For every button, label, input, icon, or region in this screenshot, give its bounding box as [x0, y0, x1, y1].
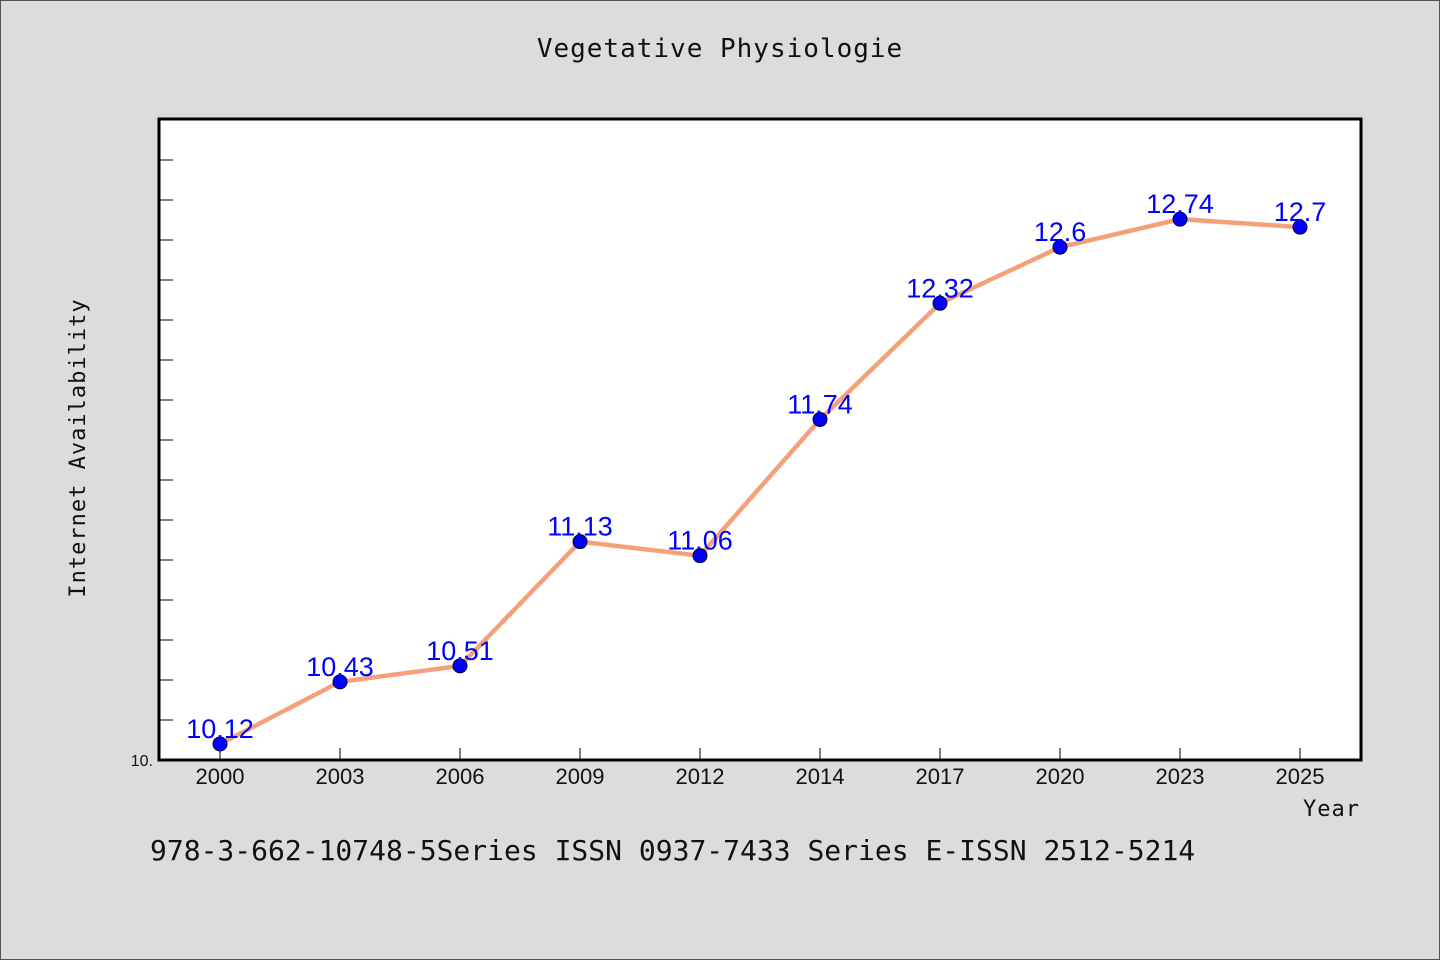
footer-isbn-text: 978-3-662-10748-5Series ISSN 0937-7433 S…: [150, 834, 1196, 867]
data-label: 12.6: [1034, 217, 1087, 247]
data-label: 12.7: [1274, 197, 1327, 227]
data-point: [212, 736, 228, 752]
x-tick-label: 2017: [916, 764, 965, 789]
chart-title: Vegetative Physiologie: [536, 34, 904, 64]
data-point: [812, 411, 828, 427]
x-tick-label: 2014: [796, 764, 845, 789]
data-point: [572, 534, 588, 550]
x-tick-label: 2020: [1036, 764, 1085, 789]
data-point: [932, 295, 948, 311]
data-point: [1052, 239, 1068, 255]
data-point: [452, 658, 468, 674]
data-label: 11.74: [787, 389, 853, 419]
data-label: 11.13: [547, 512, 613, 542]
y-axis-title: Internet Availability: [66, 298, 91, 597]
data-point: [1292, 219, 1308, 235]
x-tick-label: 2009: [556, 764, 605, 789]
data-label: 12.32: [906, 273, 974, 303]
x-tick-label: 2000: [196, 764, 245, 789]
y-tick-label: 10.: [131, 753, 153, 770]
x-tick-label: 2023: [1156, 764, 1205, 789]
data-label: 11.06: [667, 526, 733, 556]
y-axis-ticks: [159, 119, 173, 721]
data-label: 10.12: [186, 714, 254, 744]
data-label: 12.74: [1146, 189, 1214, 219]
data-label: 10.51: [426, 636, 494, 666]
series-line: [218, 216, 1301, 746]
x-tick-label: 2025: [1276, 764, 1325, 789]
data-point: [332, 674, 348, 690]
data-label: 10.43: [306, 652, 374, 682]
x-axis-ticks: 2000 2003 2006 2009 2012 2014 2017 2020 2023 2025: [196, 748, 1325, 789]
x-tick-label: 2012: [676, 764, 725, 789]
series-layer: 10.12 10.43 10.51 11.13 11.06 11.74 12.32 12.6 1…: [186, 189, 1327, 752]
data-point: [1172, 211, 1188, 227]
data-point: [692, 548, 708, 564]
x-tick-label: 2006: [436, 764, 485, 789]
x-tick-label: 2003: [316, 764, 365, 789]
x-axis-title: Year: [1303, 797, 1360, 822]
